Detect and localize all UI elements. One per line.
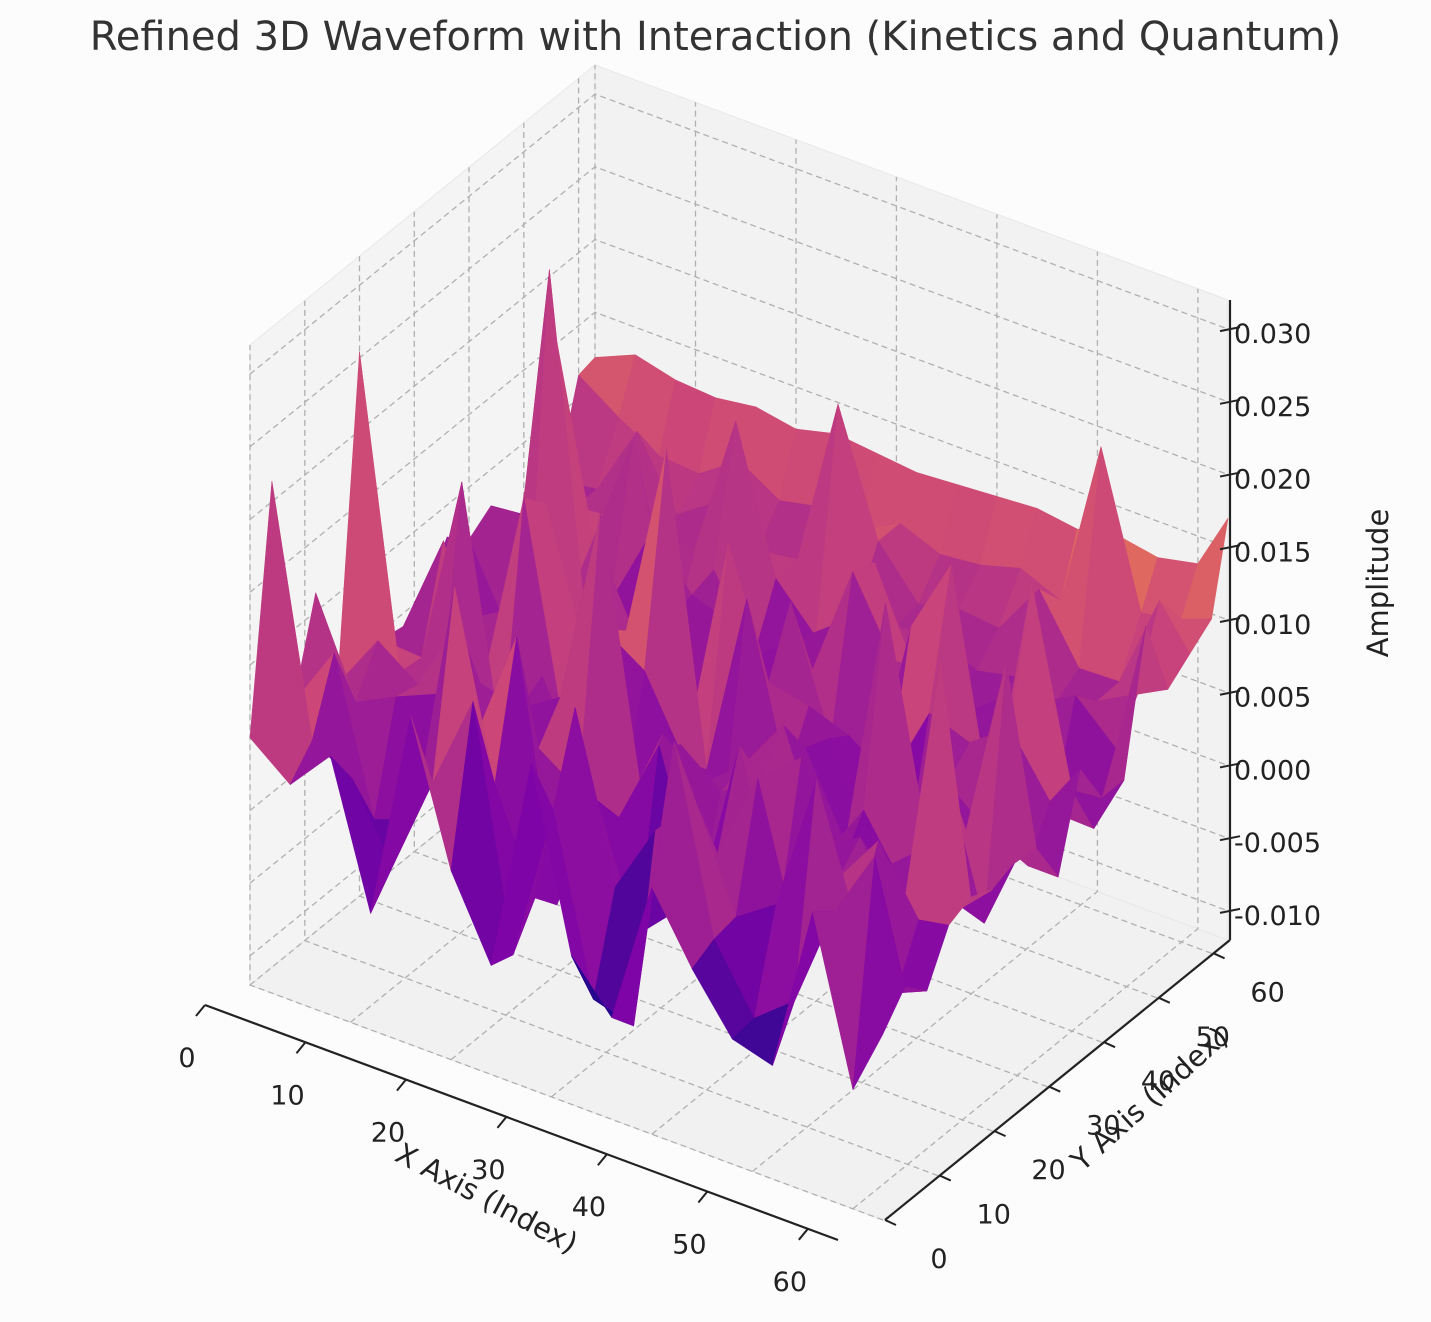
z-tick-label: 0.010 <box>1234 610 1311 641</box>
x-tick-label: 30 <box>471 1155 505 1186</box>
z-tick-label: 0.025 <box>1234 392 1311 423</box>
z-tick-mark <box>1219 398 1241 405</box>
x-tick-mark <box>597 1153 608 1166</box>
x-tick-label: 10 <box>270 1080 304 1111</box>
z-tick-mark <box>1219 617 1241 623</box>
z-tick-mark <box>1219 835 1241 842</box>
axis-lines <box>195 300 1241 1242</box>
z-tick-label: 0.000 <box>1234 755 1311 786</box>
z-tick-mark <box>1219 907 1241 914</box>
y-tick-label: 0 <box>930 1244 947 1275</box>
x-tick-mark <box>798 1228 809 1241</box>
y-tick-mark <box>884 1219 897 1226</box>
y-tick-label: 10 <box>977 1200 1011 1231</box>
grid-line-z <box>249 93 1229 375</box>
x-tick-mark <box>195 1004 206 1017</box>
z-tick-mark <box>1219 326 1241 333</box>
x-tick-mark <box>295 1041 307 1054</box>
z-tick-mark <box>1219 689 1241 696</box>
grid-line-y <box>304 300 939 1177</box>
grid-line-x <box>852 288 1199 1210</box>
x-tick-label: 0 <box>178 1043 195 1074</box>
y-tick-label: 30 <box>1086 1111 1120 1142</box>
y-tick-label: 50 <box>1196 1022 1230 1053</box>
z-tick-label: -0.005 <box>1234 828 1321 859</box>
x-tick-label: 60 <box>773 1267 807 1298</box>
tick-labels: 0 10 20 30 40 50 60 0 10 20 30 40 50 60 -0.010 -0.005 0.… <box>178 319 1321 1298</box>
z-tick-label: 0.015 <box>1234 537 1311 568</box>
grid-line-z <box>249 238 1229 521</box>
y-tick-label: 20 <box>1031 1155 1065 1186</box>
surface <box>249 269 1229 1090</box>
y-tick-mark <box>1103 1041 1116 1049</box>
x-tick-label: 50 <box>672 1230 706 1261</box>
surface-patch <box>852 856 906 1090</box>
y-tick-mark <box>994 1130 1006 1138</box>
x-tick-mark <box>496 1116 508 1129</box>
z-axis-label: Amplitude <box>1361 509 1395 658</box>
z-tick-label: 0.030 <box>1234 319 1311 350</box>
x-tick-label: 40 <box>572 1192 606 1223</box>
x-tick-mark <box>697 1190 709 1204</box>
y-tick-mark <box>1048 1085 1061 1093</box>
y-axis-line <box>884 939 1231 1221</box>
grid-line-z <box>249 311 1229 593</box>
y-tick-mark <box>1158 996 1171 1004</box>
y-tick-mark <box>939 1174 952 1182</box>
z-tick-label: 0.020 <box>1234 465 1311 496</box>
y-tick-label: 40 <box>1141 1066 1175 1097</box>
y-tick-mark <box>1213 952 1225 960</box>
z-tick-label: -0.010 <box>1234 901 1321 932</box>
z-tick-mark <box>1219 544 1241 551</box>
x-axis-line <box>204 1003 839 1242</box>
chart-title: Refined 3D Waveform with Interaction (Ki… <box>89 14 1342 60</box>
z-tick-mark <box>1219 762 1241 769</box>
grid-line-y <box>249 345 884 1221</box>
y-tick-label: 60 <box>1250 977 1284 1008</box>
grid-line-z <box>249 166 1229 448</box>
z-tick-label: 0.005 <box>1234 683 1311 714</box>
x-tick-label: 20 <box>371 1118 405 1149</box>
z-tick-mark <box>1219 471 1241 478</box>
x-tick-mark <box>396 1078 407 1092</box>
